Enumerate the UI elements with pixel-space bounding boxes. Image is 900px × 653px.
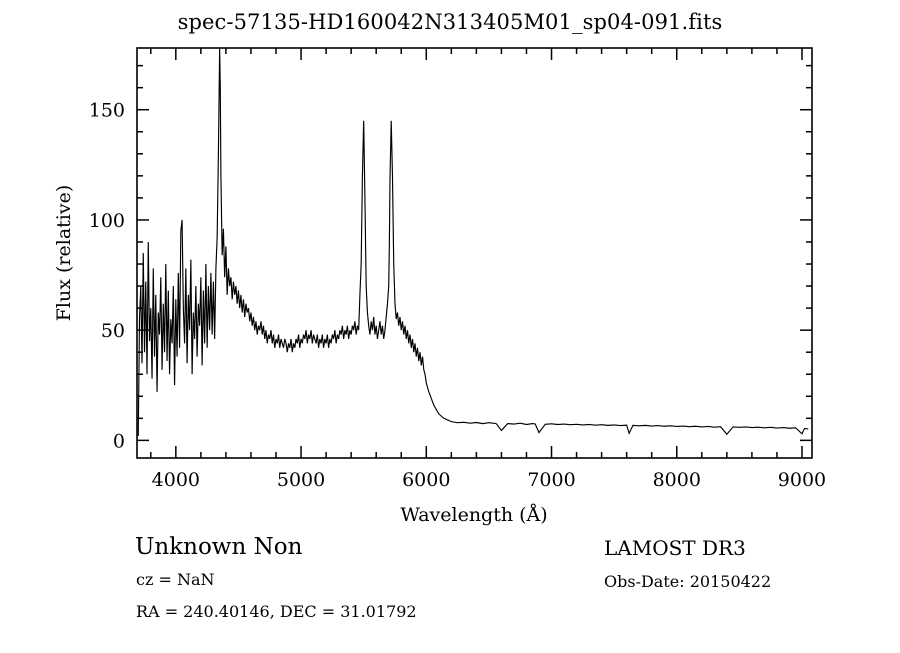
y-tick-label: 50: [101, 320, 125, 342]
y-axis-ticks: [137, 64, 812, 442]
axes-group: 4000 5000 6000 7000 8000 9000 0 50 100 150: [89, 47, 827, 491]
observation-date: Obs-Date: 20150422: [604, 572, 772, 591]
y-tick-label: 0: [113, 430, 125, 452]
object-classification: Unknown Non: [135, 534, 303, 560]
survey-release: LAMOST DR3: [604, 536, 746, 560]
y-tick-label: 150: [89, 100, 125, 122]
x-axis-ticks: [150, 48, 803, 458]
x-tick-label: 5000: [277, 469, 325, 491]
y-axis-label: Flux (relative): [53, 185, 75, 322]
page-title: spec-57135-HD160042N313405M01_sp04-091.f…: [177, 10, 723, 34]
spectrum-data-group: [137, 48, 809, 436]
x-tick-label: 7000: [527, 469, 575, 491]
spectrum-trace: [137, 48, 809, 436]
x-tick-label: 4000: [152, 469, 200, 491]
y-tick-label: 100: [89, 210, 125, 232]
x-axis-tick-labels: 4000 5000 6000 7000 8000 9000: [152, 469, 827, 491]
x-axis-label: Wavelength (Å): [400, 504, 547, 526]
coordinates: RA = 240.40146, DEC = 31.01792: [136, 602, 417, 621]
plot-frame: [136, 47, 813, 459]
x-tick-label: 6000: [402, 469, 450, 491]
redshift-velocity: cz = NaN: [136, 570, 215, 589]
x-tick-label: 8000: [653, 469, 701, 491]
y-axis-tick-labels: 0 50 100 150: [89, 100, 125, 453]
x-tick-label: 9000: [778, 469, 826, 491]
